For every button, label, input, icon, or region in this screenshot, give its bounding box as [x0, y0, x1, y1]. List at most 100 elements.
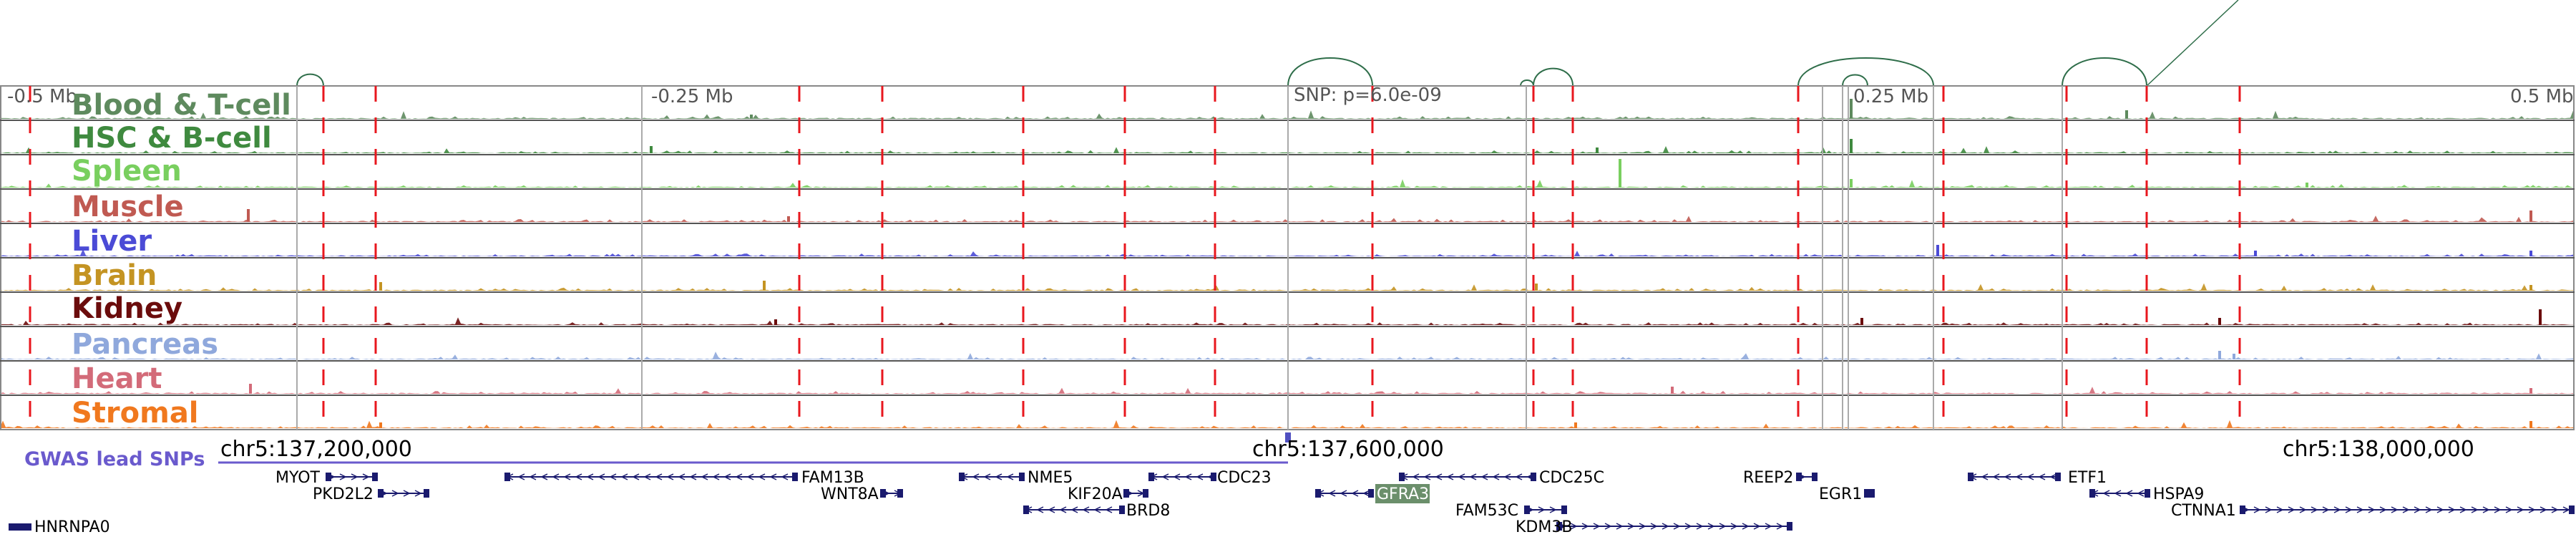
gene-strand-arrow [1435, 473, 1443, 480]
signal-peak [1850, 139, 1853, 153]
gene-strand-arrow [1503, 473, 1511, 480]
gene-model [959, 473, 1025, 481]
signal-peak [1860, 318, 1863, 325]
gene-strand-arrow [2004, 473, 2011, 480]
loop-arc [296, 73, 324, 87]
gene-exon [1796, 473, 1802, 481]
gene-strand-arrow [1992, 473, 2000, 480]
gene-model [1864, 489, 1875, 498]
coordinate-label-2: chr5:137,600,000 [1252, 437, 1444, 462]
loop-arc [1797, 57, 1934, 87]
gene-strand-arrow [666, 473, 674, 480]
track-label-muscle: Muscle [72, 190, 184, 223]
track-label-liver: Liver [72, 225, 152, 258]
gene-label-hspa9: HSPA9 [2153, 485, 2204, 503]
gene-exon [792, 473, 798, 481]
signal-peak [247, 209, 250, 222]
gene-strand-arrow [2026, 473, 2034, 480]
signal-peak [2529, 388, 2532, 394]
signal-3 [0, 159, 2575, 188]
gene-model [1796, 473, 1818, 481]
signal-peak [1535, 284, 1538, 291]
gene-strand-arrow [552, 473, 560, 480]
signal-peak [379, 282, 382, 291]
gene-label-kif20a: KIF20A [1068, 485, 1123, 503]
gene-strand-arrow [2391, 506, 2399, 513]
signal-peak [2529, 285, 2532, 291]
gene-strand-arrow [678, 473, 686, 480]
gene-label-reep2: REEP2 [1743, 469, 1793, 487]
gene-strand-arrow [983, 473, 991, 480]
gfra3-highlight-box [1375, 484, 1430, 503]
gene-exon [2240, 505, 2245, 514]
signal-peak [787, 216, 790, 222]
gene-strand-arrow [586, 473, 594, 480]
gene-strand-arrow [1070, 506, 1078, 513]
gene-exon [880, 489, 886, 498]
gene-strand-arrow [2540, 506, 2547, 513]
gene-strand-arrow [1549, 506, 1557, 513]
gene-strand-arrow [2517, 506, 2524, 513]
gene-strand-arrow [655, 473, 663, 480]
track-label-blood-t-cell: Blood & T-cell [72, 89, 291, 122]
gene-label-etf1: ETF1 [2068, 469, 2107, 487]
gene-strand-arrow [1362, 490, 1370, 497]
loop-arc [2062, 57, 2147, 87]
gene-model [326, 473, 378, 481]
gene-strand-arrow [1161, 473, 1169, 480]
signal-texture [0, 248, 2575, 256]
gene-strand-arrow [1753, 523, 1761, 530]
gene-strand-arrow [1673, 523, 1681, 530]
gene-label-kdm3b: KDM3B [1516, 518, 1572, 536]
gene-strand-arrow [1627, 523, 1635, 530]
gene-strand-arrow [1765, 523, 1772, 530]
gene-strand-arrow [2265, 506, 2273, 513]
gene-exon [424, 489, 429, 498]
signal-peak [2218, 318, 2221, 325]
gene-strand-arrow [1059, 506, 1067, 513]
gene-strand-arrow [1650, 523, 1658, 530]
gene-strand-arrow [2425, 506, 2433, 513]
gwas-lead-snp [1285, 432, 1291, 442]
gene-exon [1812, 473, 1818, 481]
gene-strand-arrow [2049, 473, 2057, 480]
track-label-hsc-b-cell: HSC & B-cell [72, 122, 272, 155]
gene-strand-arrow [1719, 523, 1727, 530]
gene-strand-arrow [2345, 506, 2353, 513]
track-label-stromal: Stromal [72, 397, 199, 430]
gene-exon [1524, 505, 1530, 514]
gene-model [880, 489, 903, 498]
signal-peak [1671, 387, 1674, 394]
gene-strand-arrow [351, 473, 358, 480]
gene-strand-arrow [2482, 506, 2490, 513]
axis-right-label: 0.5 Mb [2510, 86, 2574, 107]
gene-strand-arrow [1581, 523, 1589, 530]
gene-strand-arrow [1604, 523, 1612, 530]
gene-strand-arrow [1639, 523, 1646, 530]
signal-peak [1850, 179, 1853, 188]
gene-model [2089, 489, 2150, 498]
gene-strand-arrow [746, 473, 754, 480]
gene-exon [1864, 489, 1870, 498]
axis-left-label: -0.5 Mb [7, 86, 77, 107]
gene-exon [378, 489, 384, 498]
gene-strand-arrow [2551, 506, 2559, 513]
gene-strand-arrow [1105, 506, 1113, 513]
gene-strand-arrow [2494, 506, 2502, 513]
gene-strand-arrow [1036, 506, 1044, 513]
track-label-brain: Brain [72, 259, 157, 292]
gene-strand-arrow [391, 490, 399, 497]
gene-strand-arrow [563, 473, 571, 480]
gene-exon [1561, 505, 1567, 514]
signal-peak [763, 281, 766, 291]
gene-strand-arrow [1196, 473, 1204, 480]
axis-quarter-left-label: -0.25 Mb [651, 86, 733, 107]
gene-exon [372, 473, 378, 481]
signal-peak [2306, 183, 2308, 188]
gene-label-brd8: BRD8 [1126, 502, 1170, 520]
gene-strand-arrow [723, 473, 731, 480]
gene-strand-arrow [1776, 523, 1784, 530]
gene-strand-arrow [620, 473, 628, 480]
gene-strand-arrow [2471, 506, 2479, 513]
gene-strand-arrow [2114, 490, 2122, 497]
